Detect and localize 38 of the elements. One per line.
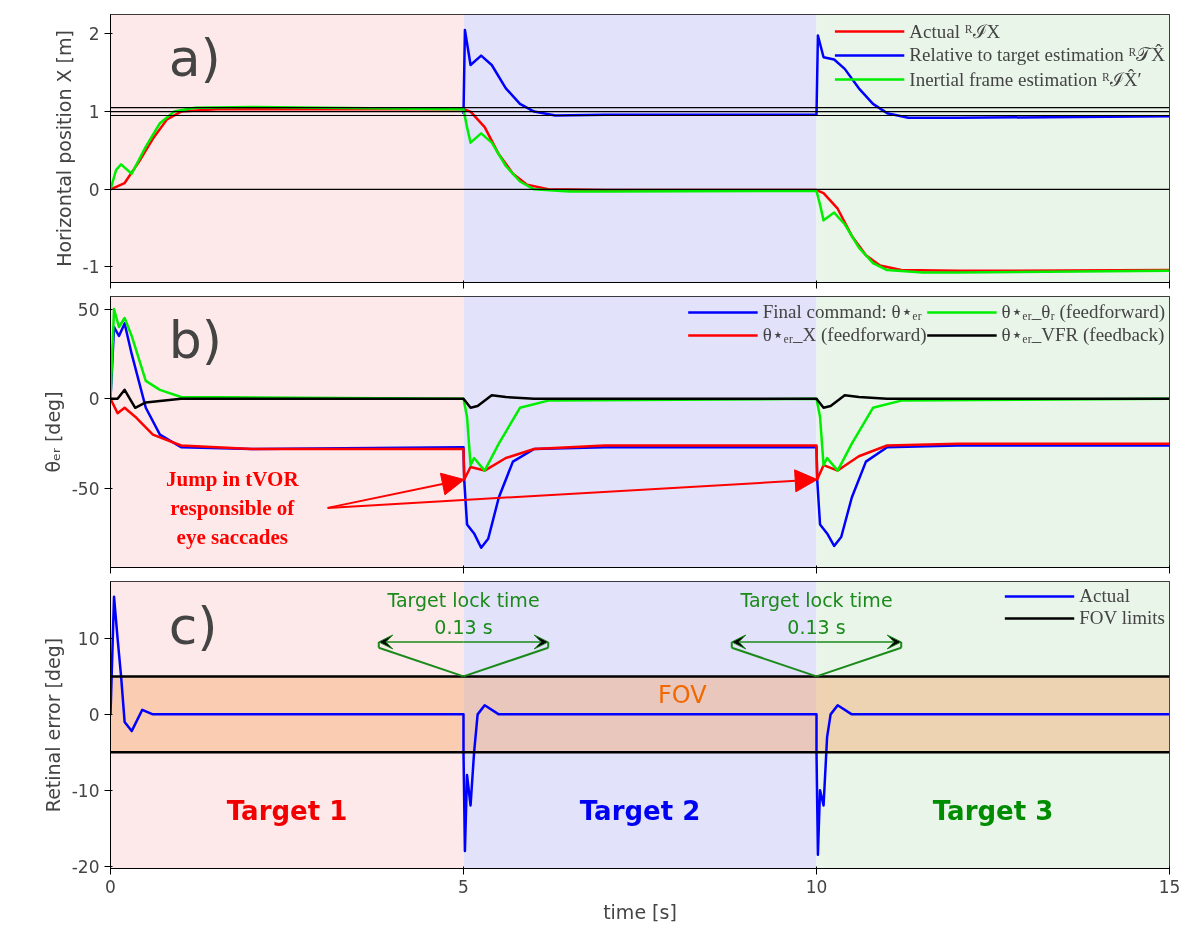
y-tick-label: -1 — [82, 257, 100, 278]
y-axis-title: θₑᵣ [deg] — [41, 391, 64, 473]
annotation: c) — [168, 595, 218, 656]
legend-label: θ⋆ₑᵣ_X (feedforward) — [762, 323, 927, 346]
y-tick-label: 10 — [77, 628, 100, 649]
y-tick-label: 0 — [88, 389, 100, 410]
y-tick-label: 0 — [88, 179, 100, 200]
band-label: Target 3 — [932, 796, 1054, 827]
legend-label: Inertial frame estimation ᴿℐX̂′ — [909, 68, 1142, 92]
band-label: Target 1 — [226, 796, 348, 827]
y-tick-label: 50 — [77, 299, 100, 320]
y-tick-label: -20 — [71, 856, 100, 877]
legend-label: θ⋆ₑᵣ_VFR (feedback) — [1001, 323, 1165, 346]
y-tick-label: 1 — [88, 102, 100, 123]
y-tick-label: -50 — [71, 479, 100, 500]
legend-label: Final command: θ⋆ₑᵣ — [762, 300, 922, 323]
x-tick-label: 5 — [458, 876, 469, 897]
legend-label: θ⋆ₑᵣ_θᵣ (feedforward) — [1001, 300, 1165, 323]
y-tick-label: -10 — [71, 780, 100, 801]
annotation: a) — [168, 27, 221, 88]
x-axis-title: time [s] — [603, 900, 677, 923]
legend-label: FOV limits — [1079, 607, 1165, 629]
annotation: b) — [168, 310, 223, 371]
y-tick-label: 2 — [88, 24, 100, 45]
legend-label: Relative to target estimation ᴿ𝒯X̂ — [909, 44, 1165, 66]
y-axis-title: Horizontal position X [m] — [52, 30, 75, 267]
annotation: Jump in tVOR responsible of eye saccades — [165, 467, 300, 549]
y-tick-label: 0 — [88, 704, 100, 725]
x-tick-label: 10 — [805, 876, 828, 897]
legend-label: Actual — [1079, 585, 1130, 607]
x-tick-label: 0 — [105, 876, 116, 897]
annotation: Target lock time 0.13 s — [739, 589, 893, 638]
band-label: Target 2 — [579, 796, 701, 827]
band-label: FOV — [658, 681, 708, 710]
annotation: Target lock time 0.13 s — [386, 589, 540, 638]
legend-label: Actual ᴿℐX — [909, 20, 1001, 44]
x-tick-label: 15 — [1158, 876, 1181, 897]
y-axis-title: Retinal error [deg] — [41, 637, 64, 813]
